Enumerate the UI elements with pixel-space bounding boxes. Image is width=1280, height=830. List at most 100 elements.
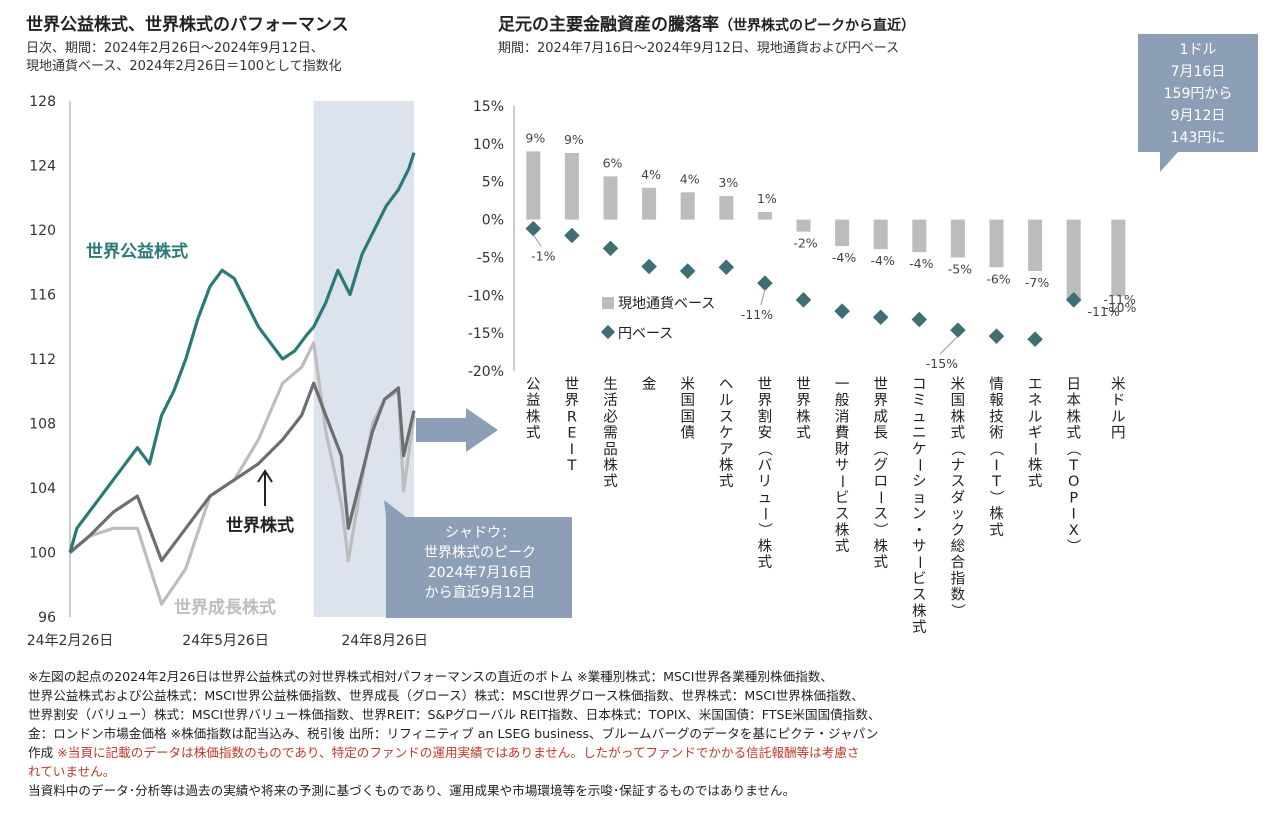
- right-y-axis: 15% 10% 5% 0% -5% -10% -15% -20%: [468, 99, 515, 380]
- category-char: O: [1068, 474, 1079, 490]
- category-char: 米: [1111, 376, 1126, 393]
- marker-leader-line: [939, 335, 959, 355]
- category-char: ス: [719, 409, 734, 425]
- category-char: 株: [526, 408, 541, 425]
- category-char: 財: [835, 441, 850, 458]
- fx-callout-line: 143円に: [1171, 130, 1226, 146]
- category-char: T: [991, 474, 1001, 490]
- left-series-lines: [68, 152, 416, 606]
- legend-label-yen: 円ベース: [618, 326, 673, 342]
- category-char: 株: [1066, 408, 1081, 425]
- category-char: 株: [873, 538, 888, 555]
- fx-callout-line: 7月16日: [1171, 64, 1226, 80]
- right-chart-title-paren: （世界株式のピークから直近）: [719, 18, 915, 34]
- category-char: I: [1072, 507, 1076, 523]
- fx-callout-line: 9月12日: [1171, 108, 1226, 124]
- label-utilities: 世界公益株式: [86, 241, 188, 262]
- category-char: 国: [680, 393, 695, 409]
- marker-yen: [911, 311, 928, 328]
- category-char: 指: [951, 570, 966, 587]
- bar-data-label: -2%: [793, 236, 817, 251]
- category-char: 益: [526, 392, 541, 409]
- footnote-line-4: 金：ロンドン市場金価格 ※株価指数は配当込み、税引後 出所：リフィニティブ an…: [28, 726, 879, 741]
- category-char: 式: [912, 619, 927, 636]
- category-char: 割: [758, 408, 773, 425]
- category-char: ー: [872, 490, 888, 505]
- category-char: ョ: [912, 490, 927, 506]
- category-char: ）: [1065, 539, 1082, 554]
- fx-callout-text: 1ドル 7月16日 159円から 9月12日 143円に: [1164, 42, 1233, 146]
- category-char: 成: [873, 408, 888, 425]
- shadow-callout-line: 2024年7月16日: [428, 565, 532, 581]
- right-bars: 9% 9%6%4% 4% 3%1%-2%-4% -4% -4% -5%-6% -7%-11%-…: [525, 130, 1136, 318]
- category-char: 日: [1066, 377, 1081, 393]
- category-char: 費: [835, 425, 850, 442]
- category-char: 米: [680, 376, 695, 393]
- category-char: ビ: [835, 489, 850, 506]
- bar-data-label: 4%: [641, 167, 661, 182]
- left-y-tick-label: 112: [29, 352, 56, 368]
- category-char: 株: [796, 408, 811, 425]
- category-char: ケ: [912, 441, 927, 458]
- category-char: 式: [1066, 425, 1081, 442]
- right-y-tick-label: -5%: [477, 250, 504, 266]
- category-char: （: [949, 442, 966, 457]
- category-char: 債: [680, 425, 695, 442]
- category-char: I: [994, 458, 998, 474]
- category-char: ニ: [912, 426, 927, 442]
- right-y-tick-label: -15%: [468, 326, 504, 342]
- right-markers: -1% -11% -15% -11%: [525, 220, 1136, 371]
- left-x-tick-label: 24年5月26日: [182, 633, 269, 649]
- bar-data-label: 3%: [718, 175, 738, 190]
- right-y-tick-label: -10%: [468, 288, 504, 304]
- marker-data-label: -11%: [1104, 292, 1136, 307]
- series-line-utilities: [68, 152, 416, 553]
- category-char: 式: [1028, 473, 1043, 490]
- category-char: ダ: [951, 489, 966, 506]
- marker-yen: [1065, 292, 1082, 308]
- marker-data-label: -15%: [926, 356, 958, 371]
- left-y-tick-label: 116: [29, 288, 56, 304]
- right-y-tick-label: 15%: [473, 99, 504, 115]
- left-x-tick-label: 24年8月26日: [341, 633, 428, 649]
- category-char: ス: [951, 474, 966, 490]
- category-char: ド: [1111, 393, 1126, 409]
- category-char: 一: [835, 377, 850, 393]
- up-arrow-icon: [257, 469, 273, 506]
- category-char: ヘ: [719, 377, 734, 393]
- bar-data-label: -4%: [871, 253, 895, 268]
- category-char: ス: [835, 507, 850, 523]
- bar-data-label: 1%: [757, 191, 777, 206]
- category-char: 株: [835, 522, 850, 539]
- legend-label-local: 現地通貨ベース: [618, 295, 715, 312]
- category-char: サ: [912, 539, 927, 555]
- bar-data-label: -4%: [909, 256, 933, 271]
- left-y-axis: 96 100 104 108 112 116 120 124 128: [29, 94, 71, 626]
- left-line-chart: 96 100 104 108 112 116 120 124 128 24年2月26日 24年5月…: [27, 94, 428, 649]
- category-char: 合: [951, 554, 966, 571]
- bar-data-label: -10%: [1104, 300, 1136, 315]
- category-char: （: [872, 442, 889, 457]
- category-char: ）: [988, 490, 1005, 505]
- category-char: ク: [951, 522, 966, 539]
- category-char: 公: [526, 377, 541, 393]
- category-char: ー: [833, 474, 849, 489]
- left-y-tick-label: 124: [29, 159, 56, 175]
- category-char: ー: [910, 555, 926, 570]
- marker-yen: [834, 303, 850, 319]
- category-char: ロ: [873, 474, 888, 490]
- category-char: ア: [719, 442, 734, 458]
- marker-leader-line: [532, 234, 542, 247]
- category-char: X: [1069, 523, 1079, 539]
- category-char: ビ: [912, 570, 927, 587]
- category-char: 式: [526, 425, 541, 442]
- category-char: 式: [603, 473, 618, 490]
- category-char: （: [756, 442, 773, 457]
- category-char: グ: [873, 457, 888, 474]
- category-char: 情: [989, 376, 1004, 393]
- bar-local: [526, 151, 541, 220]
- footnote-line-5-black: 作成: [28, 745, 58, 760]
- footnote-line-5-red: ※当頁に記載のデータは株価指数のものであり、特定のファンドの運用実績ではありませ…: [57, 745, 860, 760]
